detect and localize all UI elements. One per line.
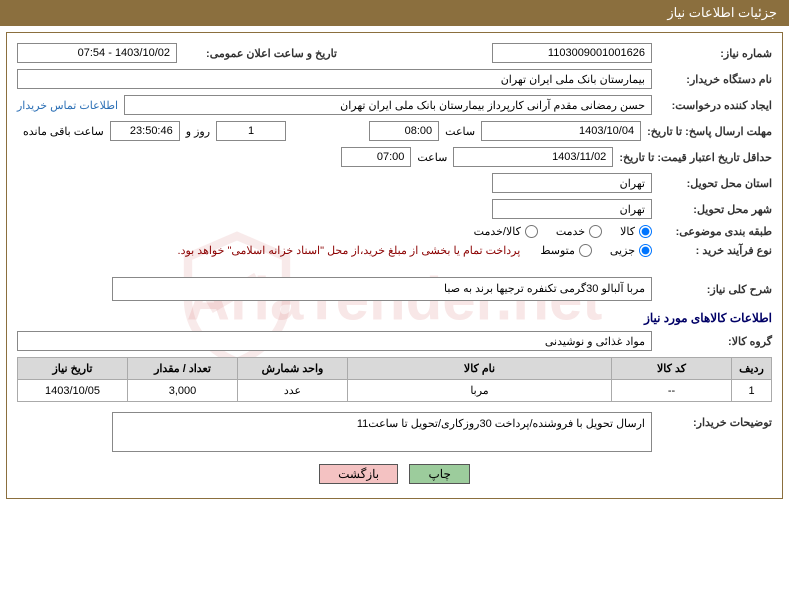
page-title-bar: جزئیات اطلاعات نیاز [0, 0, 789, 26]
cell-name: مربا [348, 380, 612, 402]
province-field: تهران [492, 173, 652, 193]
cell-code: -- [612, 380, 732, 402]
button-row: چاپ بازگشت [17, 464, 772, 484]
city-field: تهران [492, 199, 652, 219]
province-label: استان محل تحویل: [652, 177, 772, 190]
need-number-label: شماره نیاز: [652, 47, 772, 60]
group-field: مواد غذائی و نوشیدنی [17, 331, 652, 351]
need-number-field: 1103009001001626 [492, 43, 652, 63]
col-unit: واحد شمارش [238, 358, 348, 380]
radio-medium[interactable]: متوسط [540, 244, 592, 257]
summary-label: شرح کلی نیاز: [652, 283, 772, 296]
deadline-time-field: 08:00 [369, 121, 439, 141]
buyer-notes-field: ارسال تحویل با فروشنده/پرداخت 30روزکاری/… [112, 412, 652, 452]
cell-qty: 3,000 [128, 380, 238, 402]
col-qty: تعداد / مقدار [128, 358, 238, 380]
process-label: نوع فرآیند خرید : [652, 244, 772, 257]
process-note: پرداخت تمام یا بخشی از مبلغ خرید،از محل … [178, 244, 521, 257]
goods-section-title: اطلاعات کالاهای مورد نیاز [17, 311, 772, 325]
col-name: نام کالا [348, 358, 612, 380]
table-header-row: ردیف کد کالا نام کالا واحد شمارش تعداد /… [18, 358, 772, 380]
deadline-days-label: روز و [180, 125, 216, 138]
validity-date-field: 1403/11/02 [453, 147, 613, 167]
announce-field: 1403/10/02 - 07:54 [17, 43, 177, 63]
classification-label: طبقه بندی موضوعی: [652, 225, 772, 238]
announce-label: تاریخ و ساعت اعلان عمومی: [177, 47, 337, 60]
deadline-date-field: 1403/10/04 [481, 121, 641, 141]
group-label: گروه کالا: [652, 335, 772, 348]
buyer-field: بیمارستان بانک ملی ایران تهران [17, 69, 652, 89]
city-label: شهر محل تحویل: [652, 203, 772, 216]
col-code: کد کالا [612, 358, 732, 380]
back-button[interactable]: بازگشت [319, 464, 398, 484]
col-row: ردیف [732, 358, 772, 380]
table-row: 1 -- مربا عدد 3,000 1403/10/05 [18, 380, 772, 402]
radio-minor[interactable]: جزیی [610, 244, 652, 257]
radio-service[interactable]: خدمت [556, 225, 602, 238]
radio-goods[interactable]: کالا [620, 225, 652, 238]
page-title: جزئیات اطلاعات نیاز [667, 5, 777, 20]
validity-time-field: 07:00 [341, 147, 411, 167]
buyer-notes-label: توضیحات خریدار: [652, 412, 772, 429]
col-date: تاریخ نیاز [18, 358, 128, 380]
process-radios: جزیی متوسط [540, 244, 652, 257]
main-panel: شماره نیاز: 1103009001001626 تاریخ و ساع… [6, 32, 783, 499]
creator-label: ایجاد کننده درخواست: [652, 99, 772, 112]
deadline-label: مهلت ارسال پاسخ: تا تاریخ: [641, 125, 772, 138]
summary-field: مربا آلبالو 30گرمی تکنفره ترجیها برند به… [112, 277, 652, 301]
radio-both[interactable]: کالا/خدمت [474, 225, 538, 238]
contact-link[interactable]: اطلاعات تماس خریدار [17, 99, 124, 112]
validity-label: حداقل تاریخ اعتبار قیمت: تا تاریخ: [613, 151, 772, 164]
deadline-remaining-field: 23:50:46 [110, 121, 180, 141]
deadline-days-field: 1 [216, 121, 286, 141]
validity-time-label: ساعت [411, 151, 453, 164]
cell-date: 1403/10/05 [18, 380, 128, 402]
creator-field: حسن رمضانی مقدم آرانی کارپرداز بیمارستان… [124, 95, 652, 115]
classification-radios: کالا خدمت کالا/خدمت [474, 225, 652, 238]
cell-unit: عدد [238, 380, 348, 402]
cell-row: 1 [732, 380, 772, 402]
items-table: ردیف کد کالا نام کالا واحد شمارش تعداد /… [17, 357, 772, 402]
buyer-label: نام دستگاه خریدار: [652, 73, 772, 86]
deadline-remaining-label: ساعت باقی مانده [17, 125, 110, 138]
print-button[interactable]: چاپ [409, 464, 469, 484]
deadline-time-label: ساعت [439, 125, 481, 138]
